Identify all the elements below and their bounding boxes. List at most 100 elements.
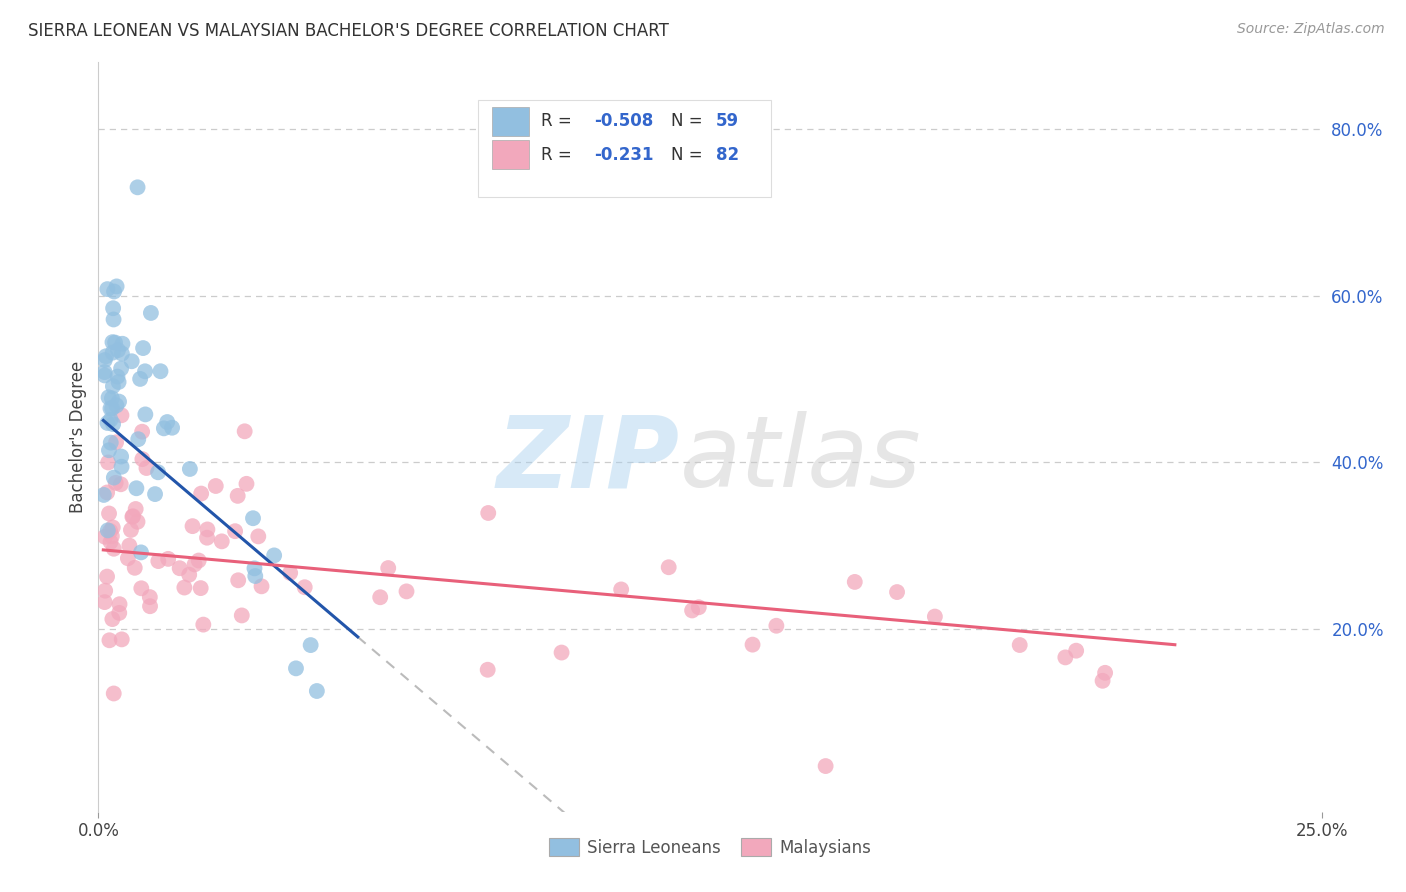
Point [101, 612, 124, 626]
Point [195, 531, 218, 545]
Point [160, 421, 183, 435]
Point [242, 511, 264, 525]
Point [477, 663, 499, 677]
Point [886, 585, 908, 599]
Point [190, 486, 212, 500]
Text: N =: N = [671, 112, 707, 130]
Point [139, 306, 162, 320]
Point [285, 661, 308, 675]
Point [111, 632, 134, 647]
Point [101, 529, 124, 543]
FancyBboxPatch shape [492, 107, 529, 136]
Point [146, 465, 169, 479]
Point [101, 335, 124, 350]
Point [190, 581, 212, 595]
Point [127, 432, 149, 446]
Point [844, 574, 866, 589]
Point [105, 435, 128, 450]
Point [187, 553, 209, 567]
Text: R =: R = [541, 112, 578, 130]
Point [96, 569, 118, 583]
Text: R =: R = [541, 145, 582, 163]
Point [105, 279, 128, 293]
Point [111, 336, 134, 351]
Text: -0.508: -0.508 [593, 112, 652, 130]
Point [247, 529, 270, 543]
Point [183, 558, 205, 572]
Point [122, 509, 145, 524]
Point [125, 481, 148, 495]
Point [110, 361, 132, 376]
Point [1054, 650, 1077, 665]
Point [226, 489, 249, 503]
Point [107, 375, 129, 389]
Point [104, 335, 127, 350]
Text: N =: N = [671, 145, 707, 163]
Point [120, 523, 142, 537]
Point [108, 597, 131, 611]
Point [97, 390, 120, 404]
Point [101, 417, 124, 431]
Point [127, 515, 149, 529]
Point [121, 509, 143, 524]
Point [98, 633, 121, 648]
Point [94, 530, 117, 544]
Point [101, 520, 124, 534]
Point [98, 524, 121, 538]
Y-axis label: Bachelor's Degree: Bachelor's Degree [69, 361, 87, 513]
Point [139, 599, 162, 614]
Point [233, 425, 256, 439]
Point [226, 574, 249, 588]
Point [131, 452, 153, 467]
Point [108, 606, 131, 620]
Point [224, 524, 246, 538]
Point [765, 619, 787, 633]
Point [100, 412, 122, 426]
Point [94, 583, 117, 598]
Point [243, 561, 266, 575]
Point [179, 462, 201, 476]
Text: -0.231: -0.231 [593, 145, 654, 163]
Point [103, 285, 125, 299]
Point [741, 638, 763, 652]
Point [1094, 665, 1116, 680]
Point [231, 608, 253, 623]
Point [96, 282, 118, 296]
Point [101, 401, 124, 416]
Point [96, 485, 118, 500]
Point [110, 450, 132, 464]
Point [125, 502, 148, 516]
Point [395, 584, 418, 599]
Point [550, 646, 572, 660]
Point [97, 455, 120, 469]
Point [658, 560, 681, 574]
Point [100, 401, 122, 416]
Point [107, 369, 129, 384]
Point [93, 368, 115, 383]
Point [204, 479, 226, 493]
Point [103, 470, 125, 484]
Point [250, 579, 273, 593]
Point [110, 459, 132, 474]
Point [103, 686, 125, 700]
Text: Source: ZipAtlas.com: Source: ZipAtlas.com [1237, 22, 1385, 37]
Point [173, 581, 195, 595]
FancyBboxPatch shape [478, 100, 772, 197]
Text: ZIP: ZIP [496, 411, 679, 508]
Point [814, 759, 837, 773]
Point [149, 364, 172, 378]
Point [103, 312, 125, 326]
Point [103, 541, 125, 556]
Point [294, 580, 316, 594]
Point [93, 595, 115, 609]
Point [110, 409, 132, 423]
Point [148, 554, 170, 568]
Point [121, 354, 143, 368]
Point [1091, 673, 1114, 688]
Point [94, 349, 117, 363]
Point [97, 524, 120, 538]
Point [101, 301, 124, 316]
Point [117, 551, 139, 566]
Point [129, 372, 152, 386]
Point [118, 539, 141, 553]
